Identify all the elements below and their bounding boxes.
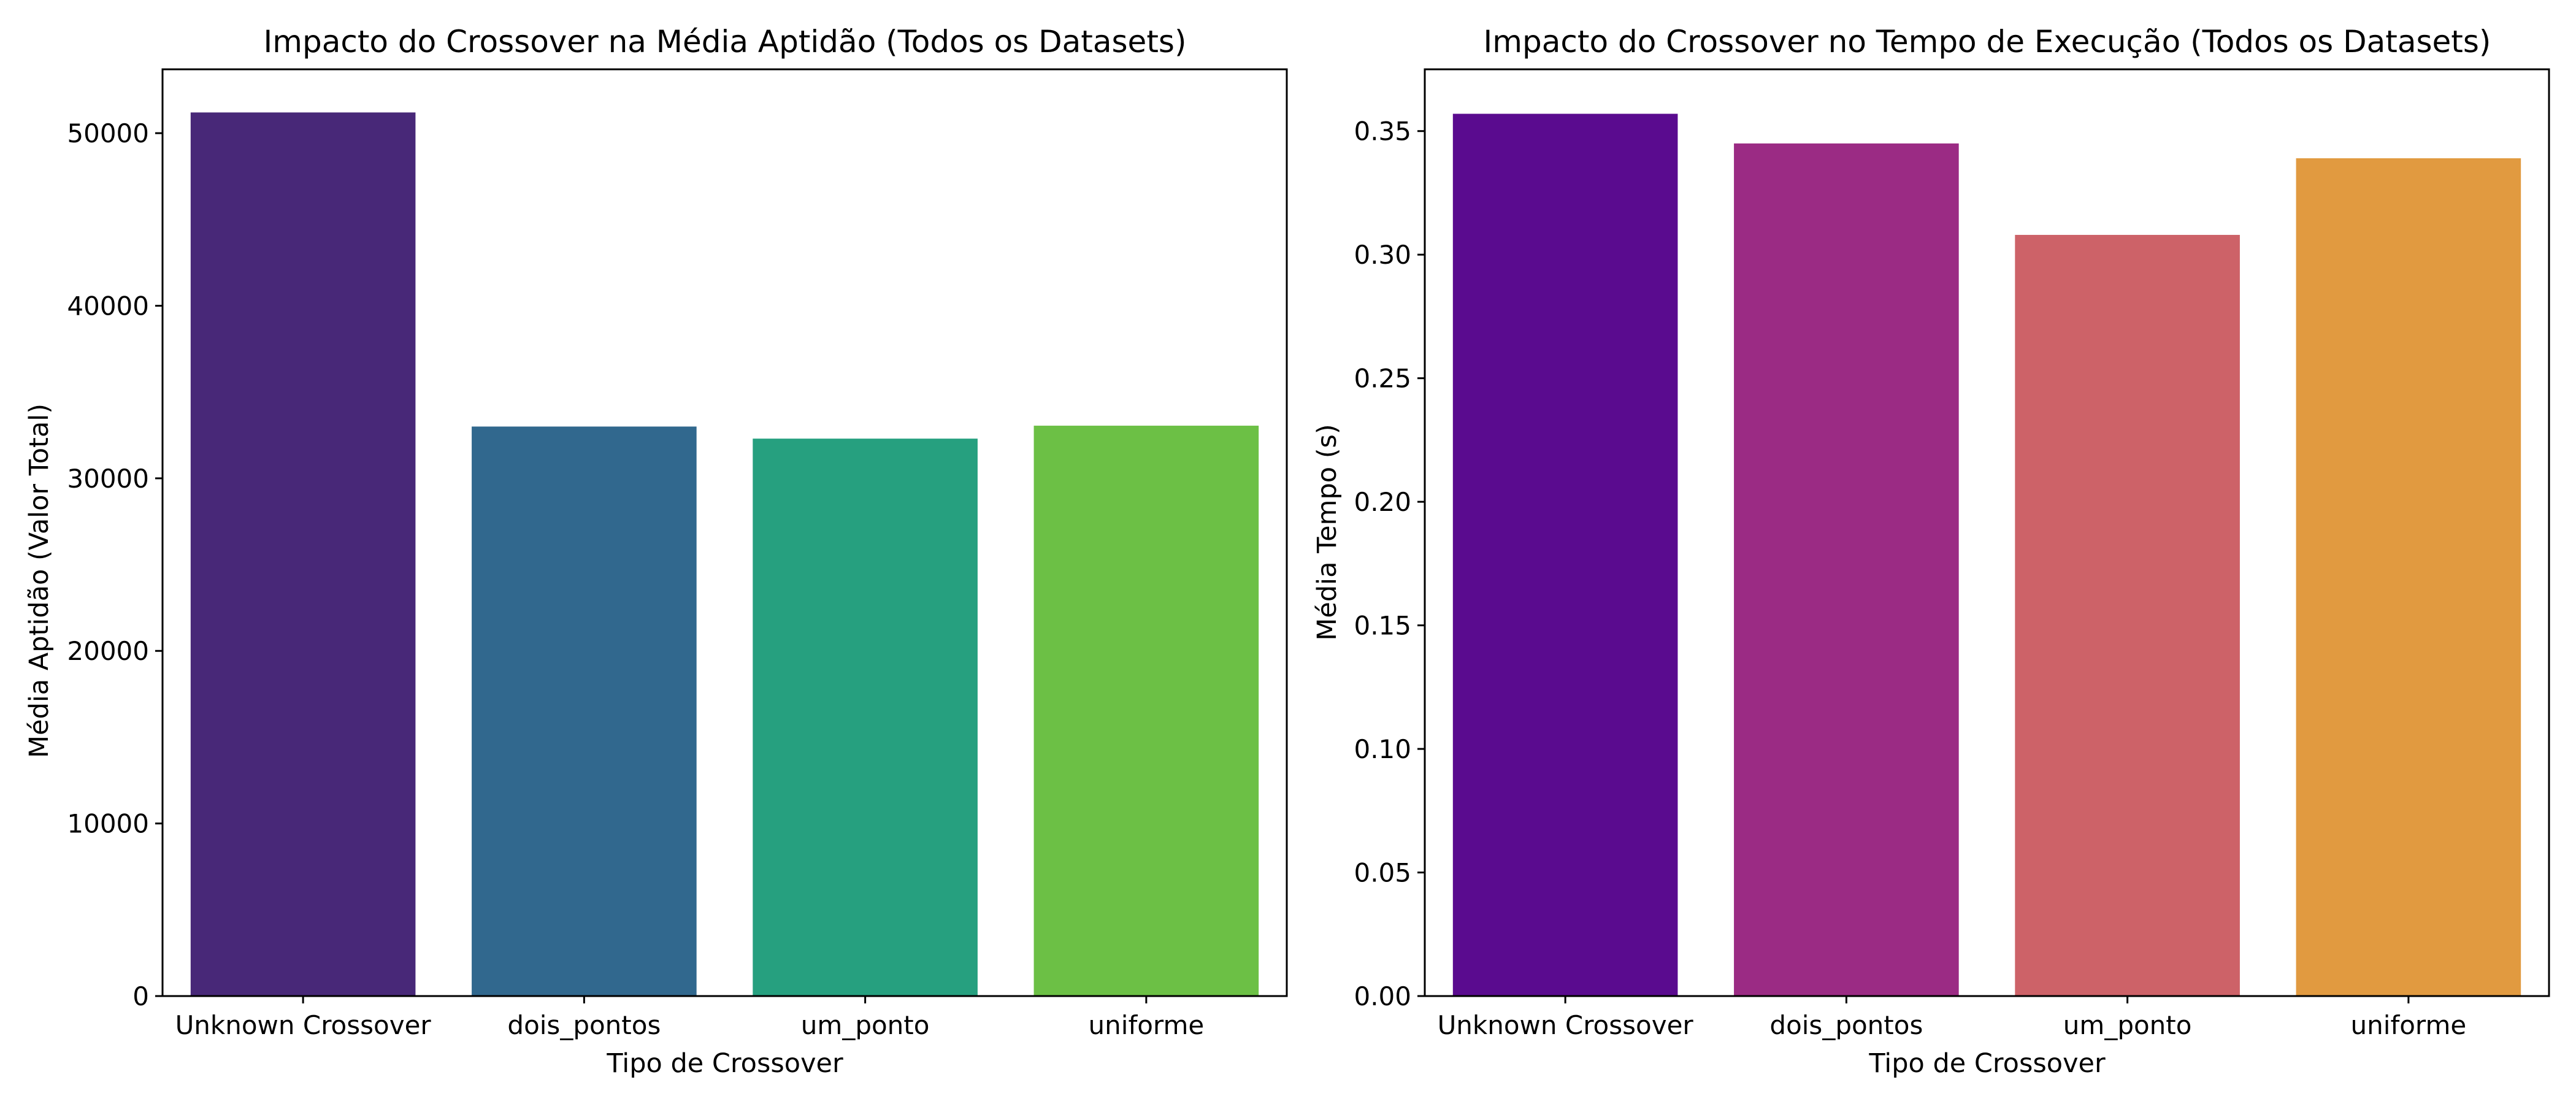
chart-right-ytick-label-3: 0.15 — [1354, 611, 1411, 641]
chart-right-ytick-label-0: 0.00 — [1354, 981, 1411, 1011]
chart-right-bar-2 — [2015, 234, 2240, 996]
chart-left-ytick-label-1: 10000 — [67, 809, 149, 839]
chart-left-ylabel: Média Aptidão (Valor Total) — [24, 404, 55, 758]
chart-left-ytick-label-0: 0 — [132, 981, 149, 1011]
chart-right-xtick-label-0: Unknown Crossover — [1438, 1010, 1694, 1040]
chart-left-bar-0 — [190, 112, 416, 997]
chart-right-y-ticks: 0.00 0.05 0.10 0.15 0.20 0.25 0.30 0.35 — [1354, 117, 1425, 1011]
chart-right-ytick-label-6: 0.30 — [1354, 240, 1411, 270]
chart-right-bar-3 — [2296, 158, 2521, 996]
chart-right-ylabel: Média Tempo (s) — [1312, 424, 1343, 640]
chart-right-ytick-label-2: 0.10 — [1354, 734, 1411, 764]
chart-left-bar-3 — [1033, 426, 1259, 996]
chart-left-x-ticks: Unknown Crossover dois_pontos um_ponto unif… — [175, 996, 1205, 1040]
chart-right-frame — [1424, 68, 2550, 997]
chart-right: Impacto do Crossover no Tempo de Execuçã… — [1312, 24, 2550, 1079]
chart-right-ytick-label-1: 0.05 — [1354, 858, 1411, 888]
chart-left-bar-2 — [753, 439, 978, 996]
chart-right-ytick-label-4: 0.20 — [1354, 487, 1411, 517]
chart-left-xtick-label-0: Unknown Crossover — [175, 1010, 432, 1040]
chart-right-title: Impacto do Crossover no Tempo de Execuçã… — [1484, 24, 2491, 59]
chart-left-xlabel: Tipo de Crossover — [606, 1048, 843, 1079]
chart-left-xtick-label-2: um_ponto — [801, 1010, 930, 1040]
chart-right-xtick-label-3: uniforme — [2351, 1010, 2467, 1040]
chart-left-xtick-label-3: uniforme — [1089, 1010, 1205, 1040]
chart-right-bars — [1452, 113, 2521, 997]
chart-left: Impacto do Crossover na Média Aptidão (T… — [24, 24, 1288, 1079]
chart-left-y-ticks: 0 10000 20000 30000 40000 50000 — [67, 118, 163, 1011]
chart-right-xtick-label-1: dois_pontos — [1769, 1010, 1923, 1040]
chart-right-xtick-label-2: um_ponto — [2063, 1010, 2192, 1040]
chart-left-bars — [190, 112, 1259, 997]
chart-right-ytick-label-5: 0.25 — [1354, 364, 1411, 394]
chart-right-ytick-label-7: 0.35 — [1354, 117, 1411, 147]
chart-left-ytick-label-4: 40000 — [67, 291, 149, 321]
chart-left-bar-1 — [472, 426, 697, 996]
chart-left-frame — [161, 68, 1288, 997]
chart-left-ytick-label-5: 50000 — [67, 118, 149, 148]
chart-right-x-ticks: Unknown Crossover dois_pontos um_ponto unif… — [1438, 996, 2467, 1040]
chart-right-bar-0 — [1452, 113, 1678, 997]
chart-left-xtick-label-1: dois_pontos — [507, 1010, 661, 1040]
chart-right-xlabel: Tipo de Crossover — [1868, 1048, 2106, 1079]
chart-right-bar-1 — [1734, 143, 1959, 996]
chart-left-ytick-label-3: 30000 — [67, 464, 149, 494]
chart-left-ytick-label-2: 20000 — [67, 636, 149, 666]
chart-left-title: Impacto do Crossover na Média Aptidão (T… — [264, 24, 1187, 59]
